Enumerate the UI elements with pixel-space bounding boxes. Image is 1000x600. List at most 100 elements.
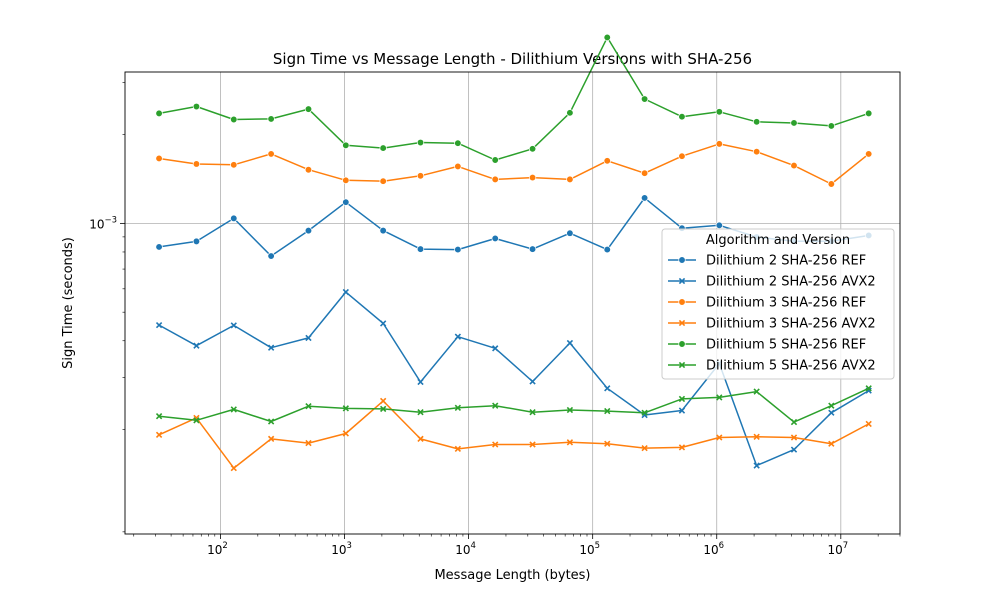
data-point: [640, 194, 649, 202]
legend-label: Dilithium 2 SHA-256 REF: [706, 254, 866, 269]
series-5: [155, 33, 873, 164]
data-point: [678, 152, 686, 160]
data-point: [641, 409, 648, 416]
series-layer: [155, 33, 873, 472]
y-axis-label: Sign Time (seconds): [61, 237, 76, 369]
data-point: [304, 105, 313, 113]
legend: Algorithm and Version Dilithium 2 SHA-256…: [661, 228, 895, 380]
data-point: [678, 395, 686, 403]
legend-swatch-marker: [678, 361, 686, 369]
data-point: [155, 154, 163, 163]
data-point: [492, 441, 499, 448]
x-axis-label: Message Length (bytes): [434, 568, 590, 583]
data-point: [342, 176, 350, 184]
data-point: [416, 245, 425, 253]
data-point: [566, 109, 574, 117]
data-point: [155, 109, 163, 118]
data-point: [491, 234, 499, 243]
legend-item: Dilithium 5 SHA-256 AVX2: [668, 359, 876, 374]
data-point: [566, 439, 574, 446]
data-point: [304, 166, 313, 174]
x-tick-label: 107: [827, 541, 848, 557]
data-point: [828, 409, 835, 416]
x-tick-label: 103: [331, 541, 352, 557]
data-point: [379, 177, 387, 185]
data-point: [753, 462, 760, 469]
data-point: [305, 403, 312, 410]
data-point: [342, 141, 350, 149]
data-point: [753, 388, 760, 395]
data-point: [267, 150, 275, 158]
data-point: [566, 229, 574, 237]
data-point: [752, 148, 761, 156]
data-point: [715, 108, 723, 116]
data-point: [417, 378, 424, 386]
data-point: [640, 95, 649, 103]
data-point: [305, 334, 312, 342]
plot-area: [124, 71, 901, 535]
data-point: [828, 440, 835, 447]
series-line: [158, 400, 870, 469]
series-line: [158, 36, 869, 161]
legend-box: [661, 228, 895, 380]
chart-title: Sign Time vs Message Length - Dilithium …: [273, 50, 752, 68]
data-point: [380, 397, 387, 405]
data-point: [753, 433, 760, 440]
data-point: [193, 417, 200, 424]
series-6: [155, 385, 872, 426]
data-point: [827, 180, 835, 188]
data-point: [865, 385, 872, 392]
data-point: [155, 431, 163, 438]
data-point: [155, 321, 163, 329]
data-point: [230, 161, 238, 169]
data-point: [790, 119, 798, 127]
x-tick-label: 105: [579, 541, 600, 557]
data-point: [678, 444, 686, 451]
data-point: [529, 441, 536, 448]
data-point: [528, 145, 537, 153]
data-point: [865, 420, 872, 428]
legend-label: Dilithium 3 SHA-256 AVX2: [706, 317, 876, 332]
data-point: [230, 214, 238, 223]
series-2: [155, 288, 872, 469]
data-point: [865, 109, 873, 118]
data-point: [342, 430, 349, 437]
series-line: [158, 143, 870, 185]
data-point: [491, 156, 499, 164]
y-tick-label: 10−3: [89, 215, 117, 231]
data-point: [342, 198, 350, 206]
data-point: [715, 221, 723, 229]
data-point: [566, 406, 574, 414]
data-point: [790, 418, 798, 426]
series-line: [158, 291, 870, 467]
series-4: [155, 397, 872, 472]
data-point: [529, 378, 536, 385]
legend-item: Dilithium 3 SHA-256 REF: [668, 296, 866, 311]
legend-swatch-marker: [678, 277, 686, 285]
legend-item: Dilithium 3 SHA-256 AVX2: [668, 317, 876, 332]
x-tick-label: 104: [455, 541, 476, 557]
legend-label: Dilithium 3 SHA-256 REF: [706, 296, 866, 311]
data-point: [454, 245, 462, 254]
data-point: [267, 344, 275, 351]
data-point: [716, 394, 723, 401]
data-point: [155, 413, 163, 420]
data-point: [230, 322, 237, 329]
data-point: [678, 113, 686, 121]
data-point: [604, 385, 611, 392]
data-point: [492, 402, 499, 409]
legend-item: Dilithium 5 SHA-256 REF: [668, 338, 866, 353]
data-point: [192, 160, 201, 168]
data-point: [304, 226, 313, 235]
data-point: [267, 115, 275, 123]
data-point: [230, 406, 237, 413]
data-point: [230, 464, 237, 472]
legend-swatch-marker: [678, 256, 686, 264]
legend-label: Dilithium 5 SHA-256 REF: [706, 338, 866, 353]
legend-title: Algorithm and Version: [706, 233, 850, 248]
data-point: [603, 157, 611, 165]
data-point: [380, 405, 387, 413]
data-point: [827, 122, 835, 130]
data-point: [604, 407, 611, 415]
